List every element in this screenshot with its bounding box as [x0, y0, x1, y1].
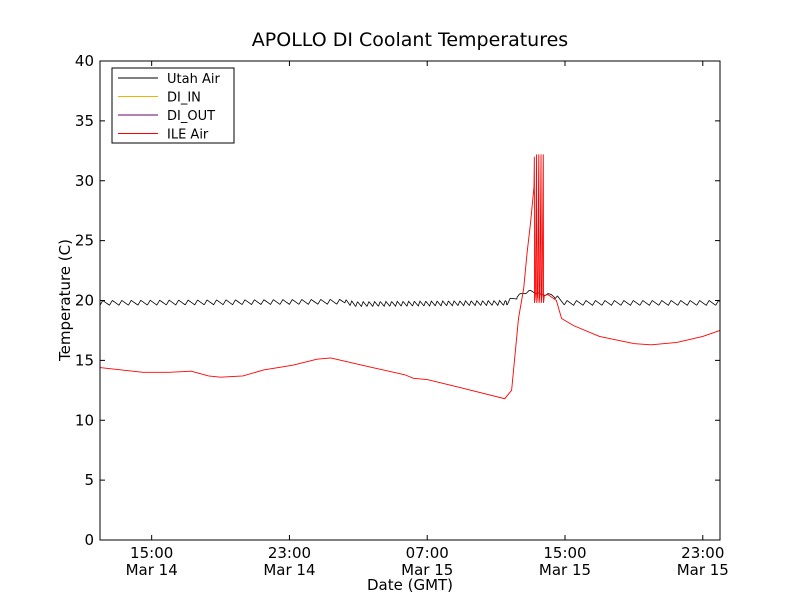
- y-tick-label: 25: [75, 232, 94, 250]
- y-tick-label: 10: [75, 411, 94, 429]
- x-tick-date: Mar 15: [539, 561, 591, 579]
- legend-label: Utah Air: [167, 72, 220, 87]
- y-tick-label: 40: [75, 52, 94, 70]
- x-tick-time: 07:00: [406, 544, 449, 562]
- x-axis-label: Date (GMT): [367, 576, 453, 594]
- legend-label: ILE Air: [167, 128, 209, 143]
- x-tick-date: Mar 14: [263, 561, 315, 579]
- y-tick-label: 5: [84, 471, 94, 489]
- legend-box: [111, 67, 235, 144]
- legend: Utah Air DI_IN DI_OUT ILE Air: [111, 67, 235, 144]
- x-tick-date: Mar 15: [677, 561, 729, 579]
- series-line-ile-air: [99, 154, 721, 400]
- x-tick-time: 23:00: [268, 544, 311, 562]
- y-tick-label: 20: [75, 292, 94, 310]
- x-tick-time: 23:00: [681, 544, 724, 562]
- y-axis-label: Temperature (C): [56, 239, 74, 362]
- plot-lines: [99, 154, 721, 400]
- x-tick-date: Mar 14: [126, 561, 178, 579]
- legend-label: DI_IN: [167, 91, 201, 106]
- y-tick-label: 30: [75, 172, 94, 190]
- x-tick-time: 15:00: [130, 544, 173, 562]
- x-tick-date: Mar 15: [401, 561, 453, 579]
- y-tick-label: 0: [84, 531, 94, 549]
- x-tick-time: 15:00: [543, 544, 586, 562]
- y-tick-label: 15: [75, 351, 94, 369]
- series-line-utah-air: [99, 289, 721, 308]
- chart-title: APOLLO DI Coolant Temperatures: [252, 29, 568, 51]
- legend-label: DI_OUT: [167, 109, 215, 124]
- y-tick-label: 35: [75, 112, 94, 130]
